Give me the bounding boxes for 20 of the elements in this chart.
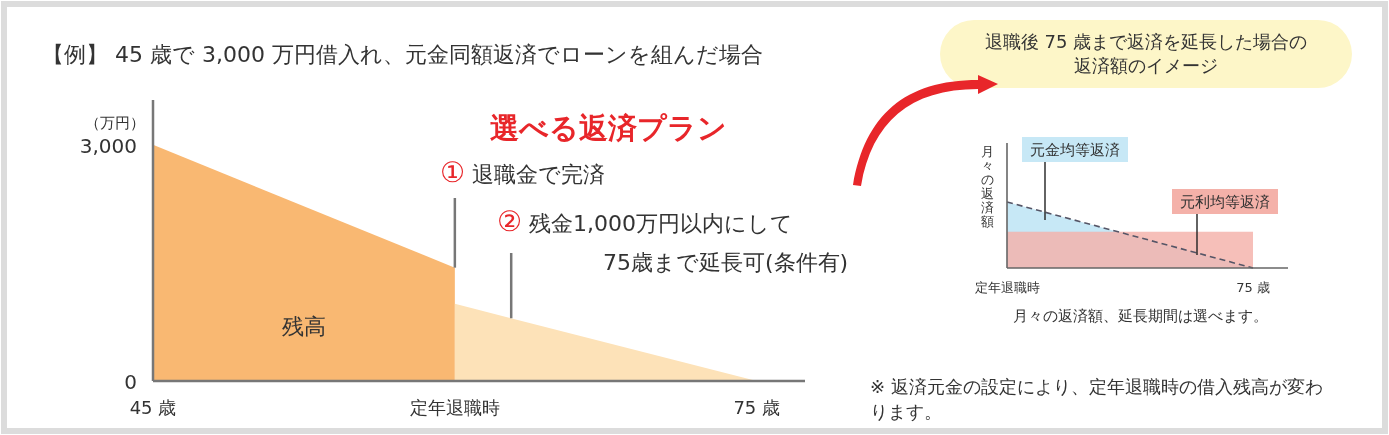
y-tick-label: 3,000 [79,133,137,158]
chart-title: 【例】 45 歳で 3,000 万円借入れ、元金同額返済でローンを組んだ場合 [42,42,763,67]
x-tick-label: 45 歳 [129,397,177,418]
y-axis-title: （万円） [85,114,145,132]
y-axis-title: 月々の返済額 [980,144,994,229]
text: ※ 返済元金の設定により、定年退職時の借入残高が変わります。 [870,376,1323,422]
chart-subtitle: 退職後 75 歳まで返済を延長した場合の返済額のイメージ [984,31,1308,76]
series-label: 残高 [281,313,326,339]
text: 月々の返済額、延長期間は選べます。 [1012,307,1268,325]
x-tick-label: 定年退職時 [409,397,500,418]
x-tick-label: 75 歳 [1236,280,1270,295]
y-tick-label: 0 [124,370,137,394]
annotation: 選べる返済プラン [490,111,727,145]
series-label: 元利均等返済 [1180,193,1270,211]
x-tick-label: 定年退職時 [974,280,1040,295]
annotation: ① 退職金で完済 [440,156,606,189]
annotation: 75歳まで延長可(条件有) [603,250,849,275]
annotation: ② 残金1,000万円以内にして [497,205,794,238]
x-tick-label: 75 歳 [733,397,781,418]
text: 元金均等返済 [1030,141,1120,159]
